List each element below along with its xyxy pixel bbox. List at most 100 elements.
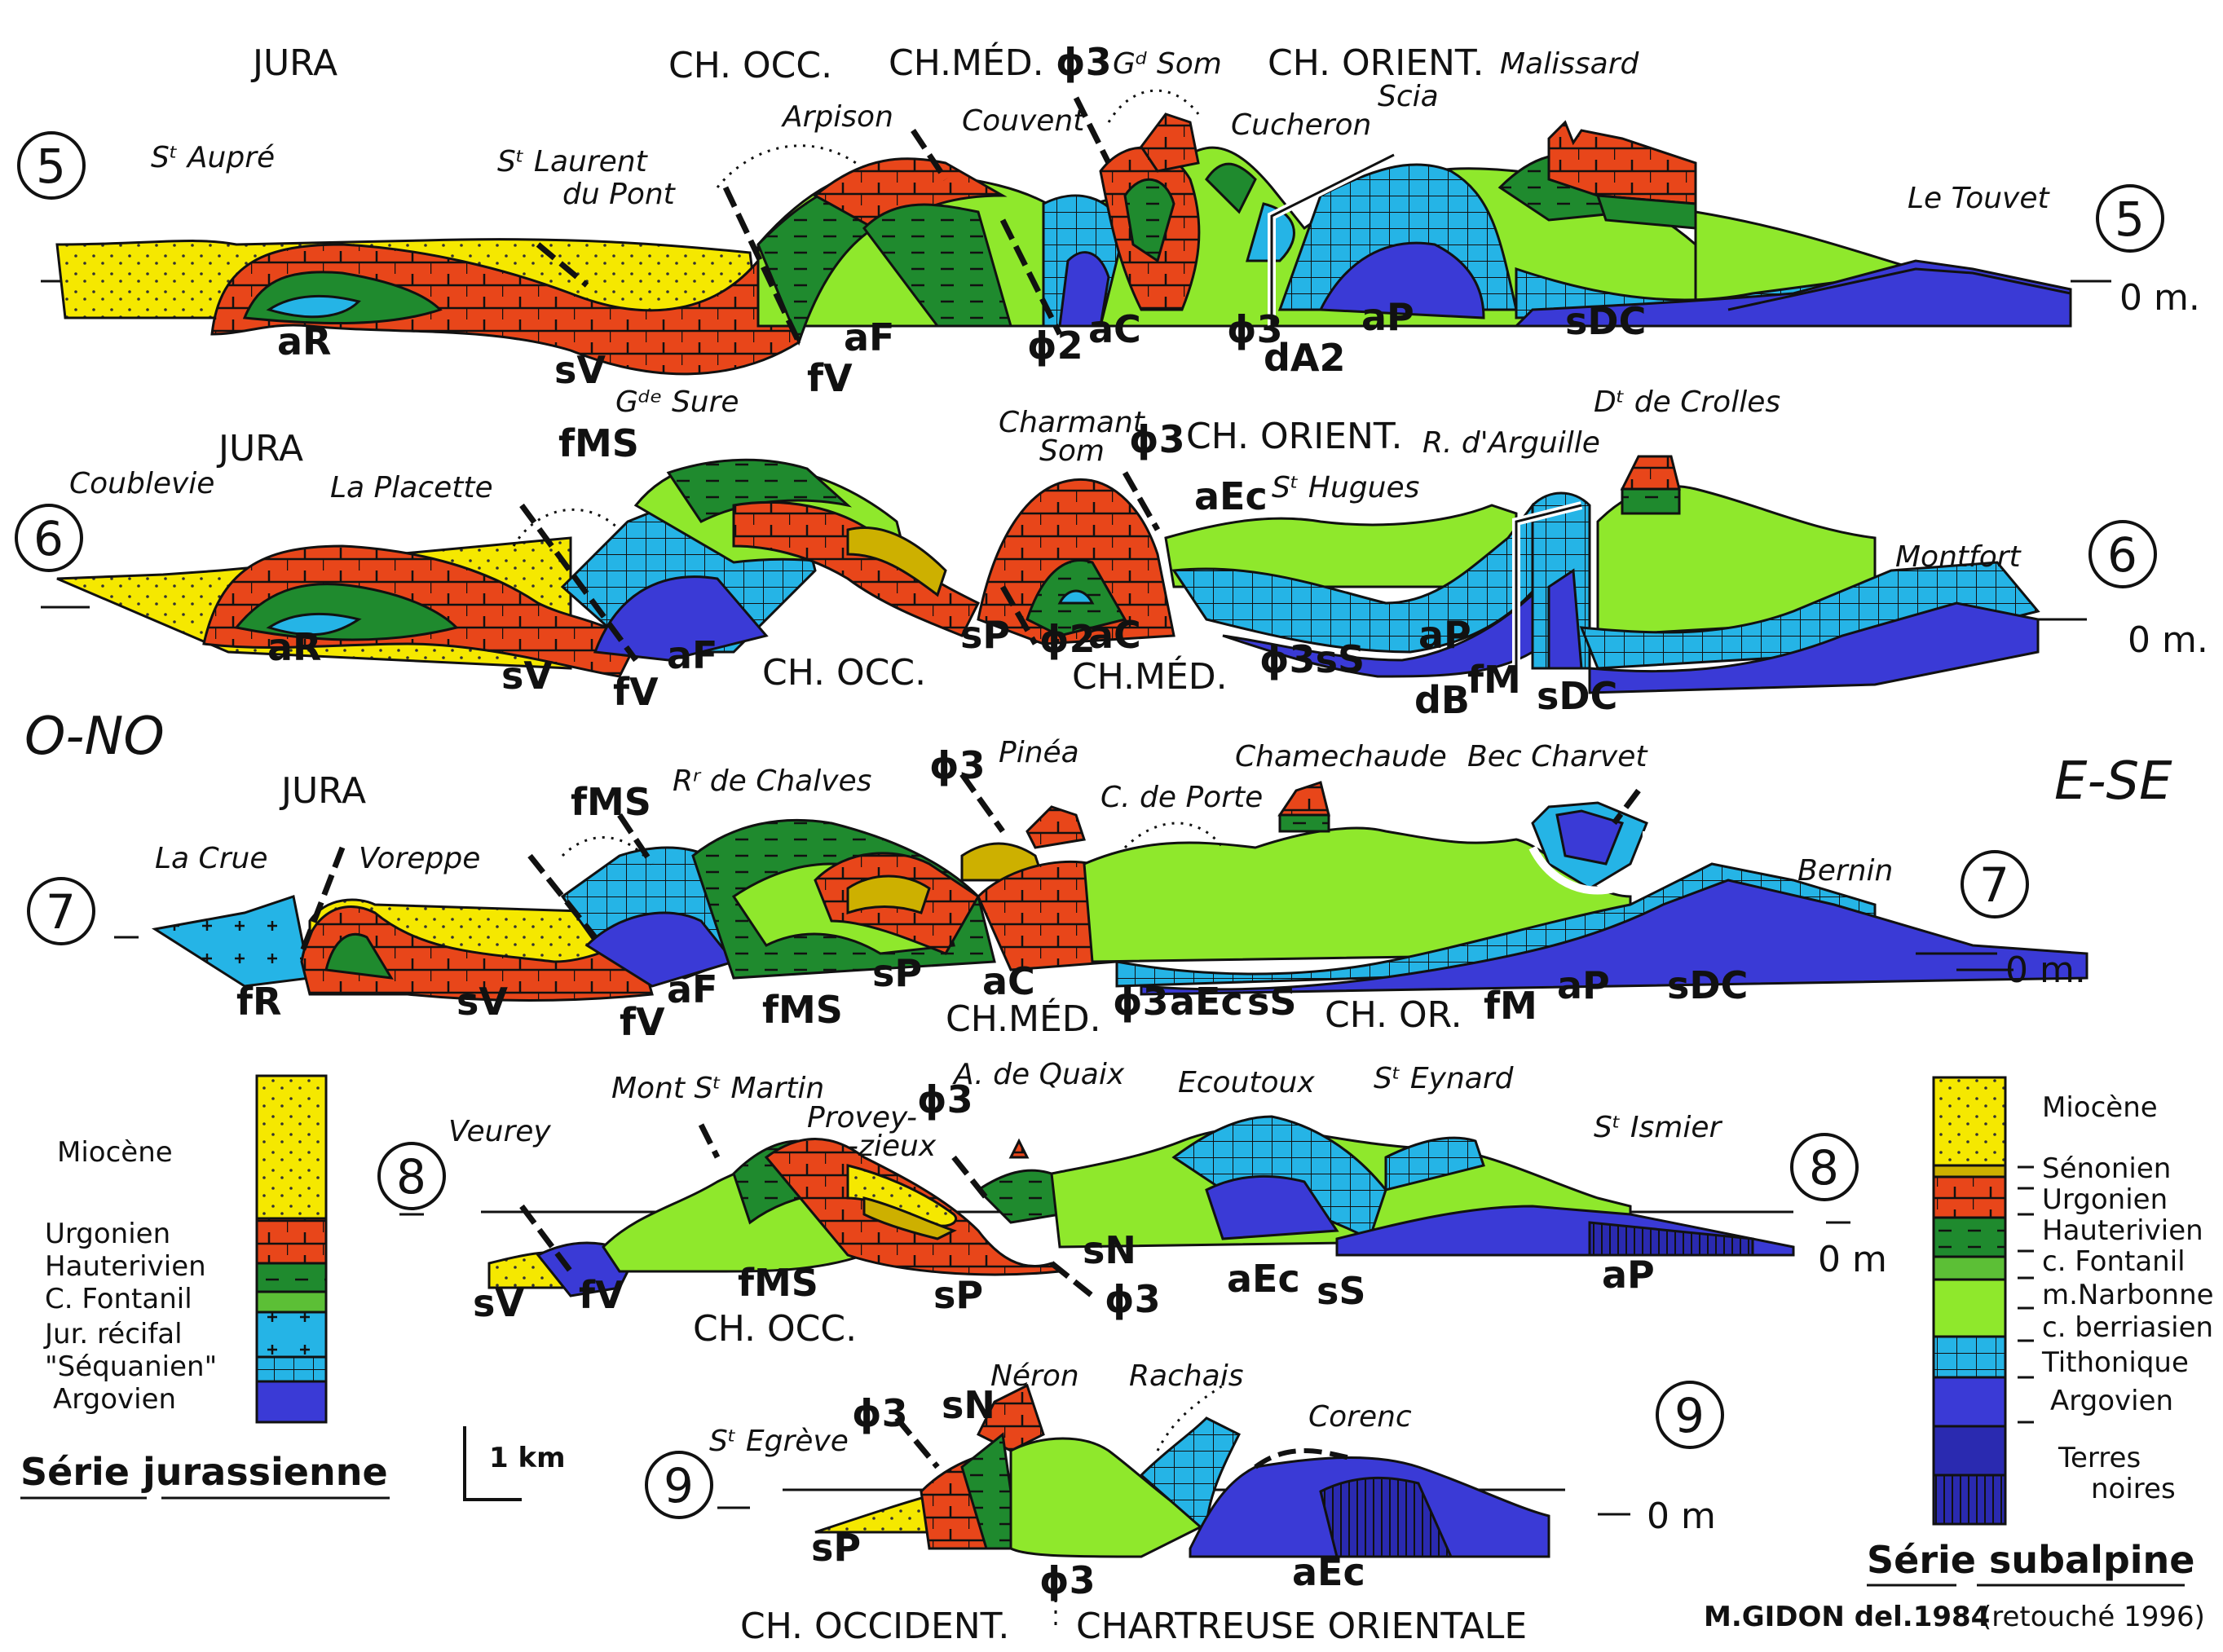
label-ch-med: CH.MÉD. [1072, 654, 1228, 698]
scale-label: 1 km [489, 1442, 566, 1474]
legend-right-label: Sénonien [2042, 1152, 2171, 1185]
label-phi3-bottom: ϕ3 [1227, 307, 1283, 351]
swatch-senonien [1932, 1164, 2007, 1178]
section-6-number: 6 [33, 511, 64, 566]
label-st-egreve: Sᵗ Egrève [709, 1425, 849, 1458]
legend-left-label: Hauterivien [45, 1250, 206, 1283]
legend-right-label: c. berriasien [2042, 1311, 2213, 1344]
legend-left-label: Jur. récifal [43, 1318, 183, 1350]
label-phi3-bottom: ϕ3 [1105, 1277, 1161, 1321]
section-5-number: 5 [36, 139, 66, 194]
label-aF: aF [667, 633, 717, 677]
label-phi3: ϕ3 [1129, 417, 1185, 461]
label-c-porte: C. de Porte [1100, 781, 1263, 814]
label-aC: aC [1088, 613, 1141, 657]
legend-right-label: m.Narbonne [2042, 1279, 2214, 1311]
label-gd-som: Gᵈ Som [1113, 47, 1222, 81]
legend-right-label: noires [2091, 1473, 2176, 1505]
label-phi2: ϕ2 [1027, 324, 1083, 368]
label-bernin: Bernin [1797, 854, 1893, 888]
section-numbers: 5 5 6 6 7 7 8 8 9 9 [15, 131, 2164, 1519]
label-zieux: -zieux [848, 1130, 937, 1163]
section-7-zero-level: 0 m. [2005, 949, 2086, 991]
label-chartreuse-orientale: CHARTREUSE ORIENTALE [1076, 1606, 1527, 1647]
label-voreppe: Voreppe [359, 842, 480, 875]
section-7-number-right: 7 [1979, 857, 2009, 913]
label-charmant: Charmant [999, 406, 1146, 439]
label-ch-orient: CH. ORIENT. [1268, 42, 1484, 84]
label-jura: JURA [279, 770, 366, 812]
section-5-zero-level: 0 m. [2119, 277, 2200, 319]
label-fV: fV [620, 1000, 665, 1044]
label-coublevie: Coublevie [69, 467, 214, 500]
swatch-hauterivien [255, 1262, 328, 1293]
label-fV: fV [613, 670, 659, 714]
section-7 [114, 772, 2088, 1002]
label-st-ismier: Sᵗ Ismier [1594, 1111, 1723, 1144]
label-du-pont: du Pont [562, 178, 677, 211]
legend-subalpine: Miocène Sénonien Urgonien Hauterivien c.… [1867, 1076, 2214, 1587]
label-bec-charvet: Bec Charvet [1467, 740, 1648, 773]
section-7-labels: JURA fMS Rʳ de Chalves ϕ3 Pinéa Chamecha… [155, 736, 1893, 1044]
label-aP: aP [1602, 1253, 1655, 1297]
label-fV: fV [807, 356, 853, 400]
label-ch-occ: CH. OCC. [762, 652, 926, 694]
swatch-argovien [255, 1380, 328, 1424]
label-dB: dB [1414, 678, 1470, 722]
label-phi3-bottom: ϕ3 [1039, 1558, 1096, 1602]
swatch-tithonique [1932, 1335, 2007, 1379]
label-sN: sN [1083, 1228, 1136, 1272]
legend-right-label: Terres [2058, 1442, 2141, 1474]
section-5-number-right: 5 [2115, 192, 2145, 247]
swatch-miocene [255, 1074, 328, 1220]
label-dA2: dA2 [1264, 336, 1346, 380]
label-phi3: ϕ3 [917, 1077, 973, 1121]
label-phi3: ϕ3 [1056, 40, 1112, 84]
label-sP: sP [960, 613, 1010, 657]
section-6-number-right: 6 [2107, 527, 2137, 583]
label-jura: JURA [216, 428, 303, 469]
label-arpison: Arpison [781, 100, 893, 134]
label-sDC: sDC [1565, 299, 1646, 343]
legend-right-label: Argovien [2050, 1385, 2173, 1417]
label-ch-or: CH. OR. [1325, 994, 1462, 1036]
legend-right-title: Série subalpine [1867, 1538, 2195, 1582]
swatch-terres-noires-base [1932, 1474, 2007, 1526]
label-aC: aC [982, 959, 1035, 1003]
label-rachais: Rachais [1129, 1359, 1244, 1393]
legend-right-label: Hauterivien [2042, 1214, 2203, 1247]
label-fM: fM [1467, 658, 1521, 702]
legend-right-label: c. Fontanil [2042, 1245, 2186, 1278]
label-sP: sP [811, 1526, 861, 1570]
label-pinea: Pinéa [999, 736, 1079, 769]
label-sDC: sDC [1667, 963, 1748, 1007]
label-la-placette: La Placette [330, 471, 493, 504]
legend-left-label: Argovien [53, 1383, 176, 1416]
east-orientation: E-SE [2054, 751, 2172, 812]
legend-left-label: Miocène [57, 1136, 173, 1169]
label-aR: aR [267, 625, 321, 669]
swatch-sequanien [255, 1355, 328, 1383]
label-sV: sV [501, 654, 553, 698]
label-scia: Scia [1378, 80, 1439, 113]
label-fV: fV [579, 1273, 624, 1317]
label-fMS-top: fMS [571, 780, 651, 824]
section-8-labels: Veurey Mont Sᵗ Martin Provey- -zieux ϕ3 … [448, 1058, 1723, 1350]
label-aEc: aEc [1170, 980, 1243, 1024]
legend-right-label: Urgonien [2042, 1183, 2168, 1216]
label-aC: aC [1088, 307, 1141, 351]
legend-left-label: Urgonien [45, 1218, 170, 1250]
label-sV: sV [473, 1281, 524, 1325]
label-phi3-bottom: ϕ3 [1113, 980, 1169, 1024]
swatch-berriasien [1932, 1278, 2007, 1338]
label-st-eynard: Sᵗ Eynard [1374, 1062, 1515, 1095]
label-la-crue: La Crue [155, 842, 267, 875]
west-orientation: O-NO [24, 707, 165, 767]
section-9-labels: Sᵗ Egrève ϕ3 sN Néron Rachais Corenc sP … [709, 1359, 1527, 1647]
label-montfort: Montfort [1895, 540, 2022, 574]
label-mont-st-martin: Mont Sᵗ Martin [611, 1072, 824, 1105]
section-6 [41, 455, 2087, 694]
section-8-number: 8 [396, 1149, 426, 1205]
